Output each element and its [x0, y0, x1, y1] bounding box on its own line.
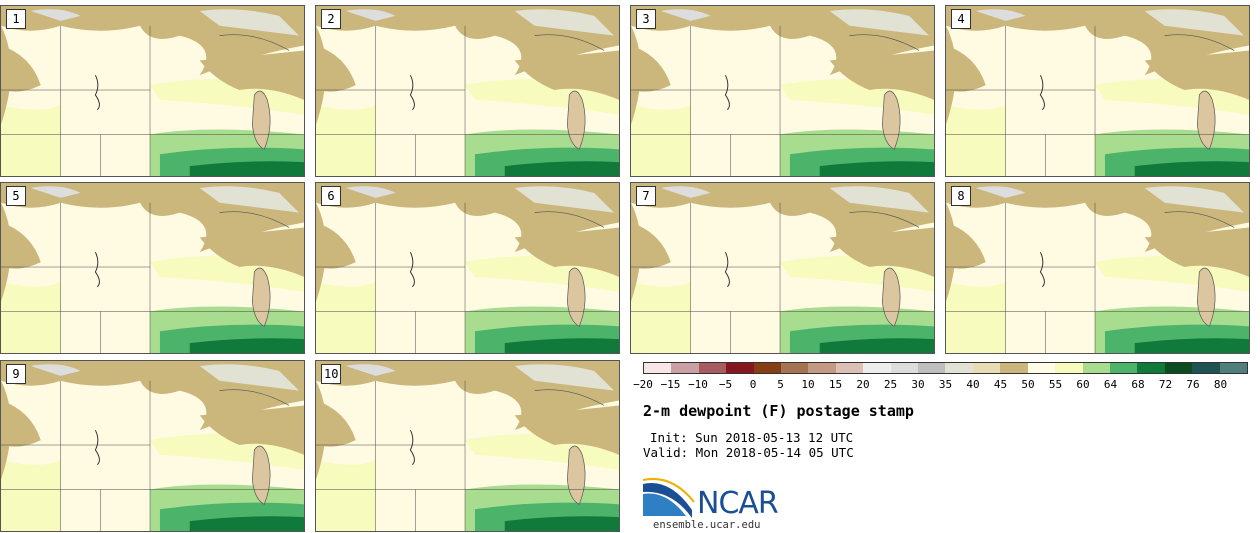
ensemble-member-panel: 5: [0, 182, 305, 354]
ncar-logo-icon: [642, 478, 695, 518]
colorbar-ticks: −20 −15 −10 −5 0 5 10 15 20 25 30 35 40 45 50 55 60 64 68 7…: [633, 378, 1248, 392]
colorbar-cell: [671, 363, 699, 373]
colorbar-cell: [890, 363, 919, 373]
member-number: 8: [951, 186, 971, 206]
colorbar-cell: [1055, 363, 1083, 373]
ensemble-member-panel: 2: [315, 5, 620, 177]
colorbar-tick-label: 20: [856, 378, 870, 391]
member-number: 6: [321, 186, 341, 206]
dewpoint-map: [316, 361, 619, 531]
ncar-logo-text: NCAR: [697, 486, 779, 521]
colorbar-cell: [1000, 363, 1028, 373]
dewpoint-map: [316, 6, 619, 176]
member-number: 5: [6, 186, 26, 206]
colorbar-tick-label: 76: [1186, 378, 1200, 391]
member-number: 2: [321, 9, 341, 29]
dewpoint-map: [946, 6, 1249, 176]
colorbar-tick-label: 64: [1103, 378, 1118, 391]
colorbar-tick-label: 55: [1048, 378, 1063, 391]
ensemble-member-panel: 8: [945, 182, 1250, 354]
colorbar-tick-label: 10: [801, 378, 815, 391]
ensemble-member-panel: 10: [315, 360, 620, 532]
dewpoint-map: [631, 183, 934, 353]
colorbar-cell: [726, 363, 754, 373]
colorbar-tick-label: 72: [1158, 378, 1173, 391]
colorbar-cell: [918, 363, 946, 373]
plot-title: 2-m dewpoint (F) postage stamp: [643, 402, 914, 420]
colorbar-tick-label: −5: [718, 378, 733, 391]
colorbar-cell: [698, 363, 727, 373]
dewpoint-map: [946, 183, 1249, 353]
colorbar-cell: [1192, 363, 1220, 373]
colorbar-tick-label: 30: [911, 378, 925, 391]
member-number: 4: [951, 9, 971, 29]
dewpoint-map: [316, 183, 619, 353]
colorbar-tick-label: −20: [633, 378, 653, 391]
colorbar-cell: [945, 363, 973, 373]
colorbar-cell: [753, 363, 782, 373]
dewpoint-map: [1, 6, 304, 176]
ensemble-member-panel: 3: [630, 5, 935, 177]
ensemble-member-panel: 4: [945, 5, 1250, 177]
dewpoint-map: [631, 6, 934, 176]
colorbar-tick-label: 0: [749, 378, 757, 391]
colorbar-cell: [1027, 363, 1056, 373]
colorbar-tick-label: 68: [1131, 378, 1145, 391]
colorbar-cell: [1219, 363, 1247, 373]
colorbar-cell: [972, 363, 1001, 373]
ensemble-member-panel: 1: [0, 5, 305, 177]
colorbar: [643, 362, 1248, 374]
member-number: 9: [6, 364, 26, 384]
init-time: Init: Sun 2018-05-13 12 UTC: [650, 430, 854, 445]
colorbar-tick-label: 5: [777, 378, 784, 391]
colorbar-tick-label: 45: [993, 378, 1008, 391]
member-number: 1: [6, 9, 26, 29]
member-number: 3: [636, 9, 656, 29]
colorbar-cell: [1109, 363, 1138, 373]
colorbar-cell: [863, 363, 891, 373]
valid-time: Valid: Mon 2018-05-14 05 UTC: [643, 445, 854, 460]
dewpoint-map: [1, 361, 304, 531]
colorbar-cell: [781, 363, 809, 373]
colorbar-cell: [1137, 363, 1165, 373]
colorbar-tick-label: 60: [1076, 378, 1090, 391]
site-url: ensemble.ucar.edu: [653, 519, 761, 531]
colorbar-tick-label: 80: [1213, 378, 1228, 391]
ensemble-member-panel: 9: [0, 360, 305, 532]
colorbar-tick-label: −15: [660, 378, 681, 391]
colorbar-tick-label: −10: [688, 378, 708, 391]
dewpoint-map: [1, 183, 304, 353]
colorbar-cell: [835, 363, 864, 373]
colorbar-tick-label: 50: [1021, 378, 1035, 391]
member-number: 10: [321, 364, 342, 384]
colorbar-cell: [644, 363, 672, 373]
colorbar-cell: [1164, 363, 1193, 373]
colorbar-cell: [808, 363, 836, 373]
colorbar-tick-label: 25: [883, 378, 898, 391]
colorbar-tick-label: 15: [828, 378, 843, 391]
colorbar-tick-label: 40: [966, 378, 980, 391]
colorbar-cell: [1082, 363, 1110, 373]
colorbar-tick-label: 35: [938, 378, 953, 391]
ensemble-member-panel: 7: [630, 182, 935, 354]
member-number: 7: [636, 186, 656, 206]
ensemble-member-panel: 6: [315, 182, 620, 354]
